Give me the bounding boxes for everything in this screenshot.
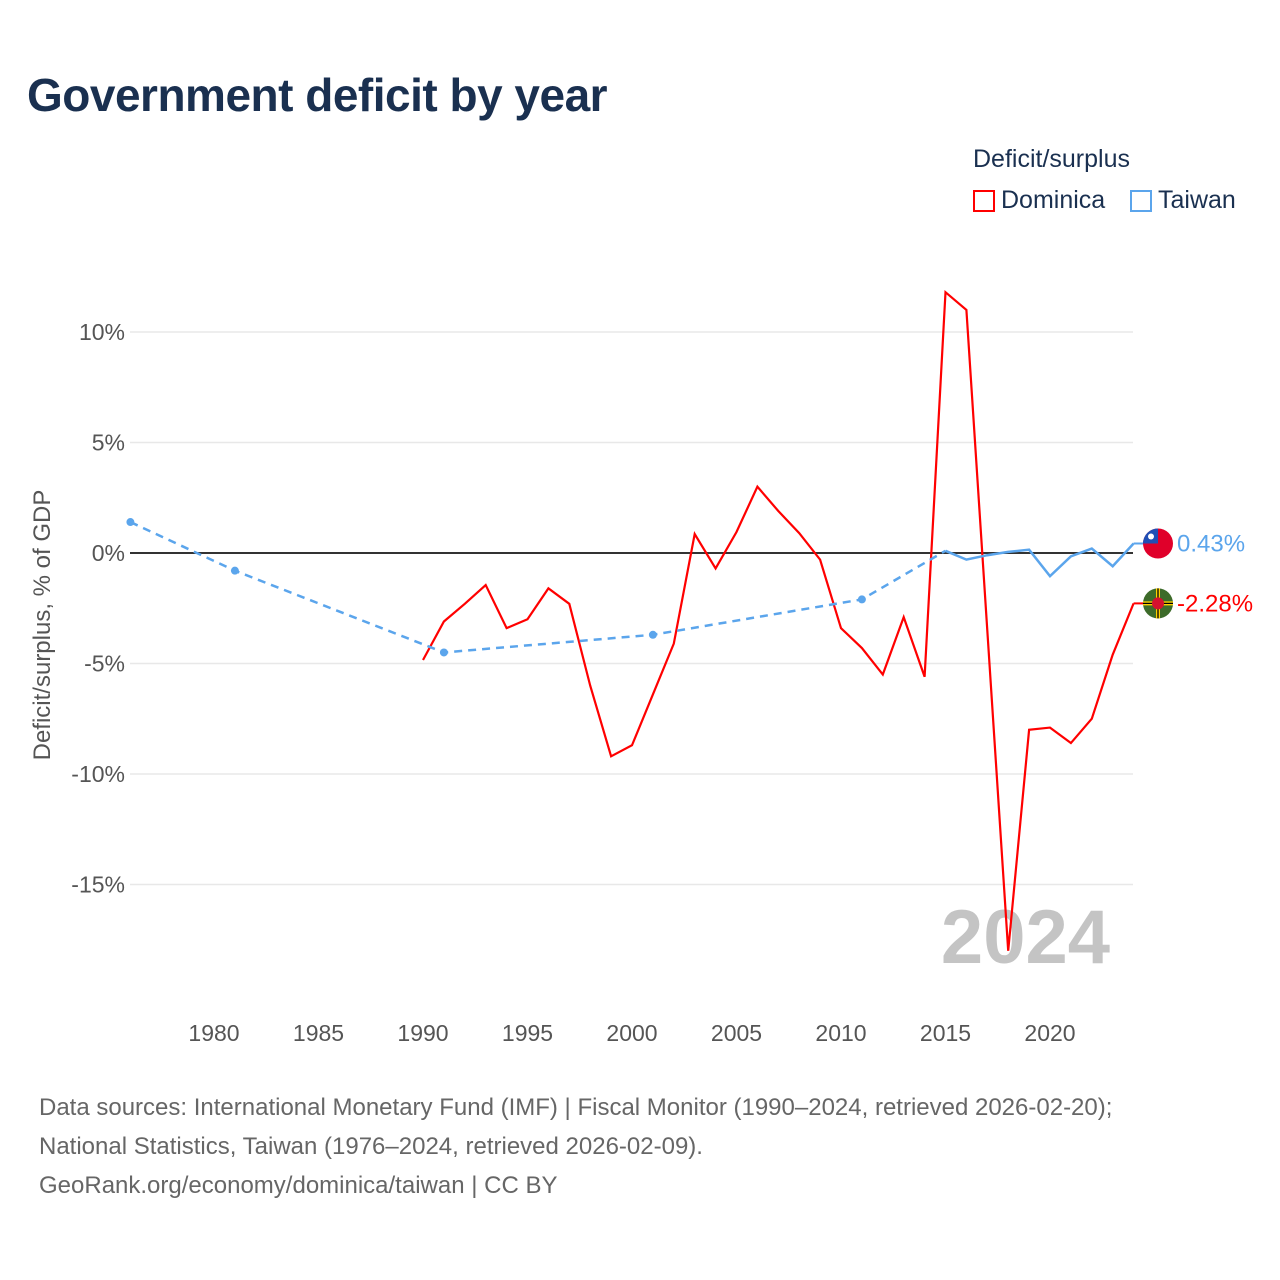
series-line-taiwan-sparse (129, 520, 947, 654)
flag-taiwan-icon (1143, 528, 1173, 559)
flag-dominica-icon (1143, 588, 1173, 619)
source-line-2: National Statistics, Taiwan (1976–2024, … (39, 1133, 703, 1160)
x-tick-label: 1990 (397, 1020, 448, 1046)
legend-label-dominica: Dominica (1001, 186, 1106, 214)
flag-sun (1148, 533, 1154, 540)
x-tick-label: 2015 (920, 1020, 971, 1046)
y-tick-label: -5% (84, 651, 125, 677)
series-line-dominica (422, 289, 1135, 951)
source-line-1: Data sources: International Monetary Fun… (39, 1094, 1113, 1121)
y-tick-label: -10% (71, 761, 125, 787)
end-label-dominica: -2.28% (1177, 590, 1253, 617)
legend-title: Deficit/surplus (973, 145, 1130, 173)
data-point-taiwan (230, 566, 239, 575)
x-tick-label: 1995 (502, 1020, 553, 1046)
year-watermark: 2024 (941, 895, 1110, 980)
data-point-taiwan (648, 630, 657, 639)
legend-item-dominica[interactable]: Dominica (973, 186, 1105, 215)
end-label-taiwan: 0.43% (1177, 530, 1245, 557)
y-tick-label: -15% (71, 872, 125, 898)
x-tick-label: 2010 (815, 1020, 866, 1046)
x-tick-label: 2020 (1024, 1020, 1075, 1046)
x-tick-label: 2000 (606, 1020, 657, 1046)
x-tick-label: 1985 (293, 1020, 344, 1046)
x-tick-label: 2005 (711, 1020, 762, 1046)
legend-label-taiwan: Taiwan (1158, 186, 1236, 214)
legend-swatch-dominica (973, 189, 995, 212)
data-point-taiwan (439, 648, 448, 657)
y-tick-label: 10% (79, 319, 125, 345)
flag-disc (1152, 597, 1164, 610)
data-point-taiwan (126, 518, 135, 527)
y-tick-label: 0% (92, 540, 125, 566)
x-tick-label: 1980 (188, 1020, 239, 1046)
y-tick-label: 5% (92, 430, 125, 456)
series-line-taiwan (945, 542, 1135, 579)
legend-swatch-taiwan (1130, 189, 1152, 212)
data-point-taiwan (857, 595, 866, 604)
legend-item-taiwan[interactable]: Taiwan (1130, 186, 1236, 215)
chart-title: Government deficit by year (27, 69, 608, 121)
source-line-3[interactable]: GeoRank.org/economy/dominica/taiwan | CC… (39, 1172, 558, 1199)
y-axis-label: Deficit/surplus, % of GDP (29, 490, 56, 761)
source-notes: Data sources: International Monetary Fun… (39, 1088, 1112, 1205)
